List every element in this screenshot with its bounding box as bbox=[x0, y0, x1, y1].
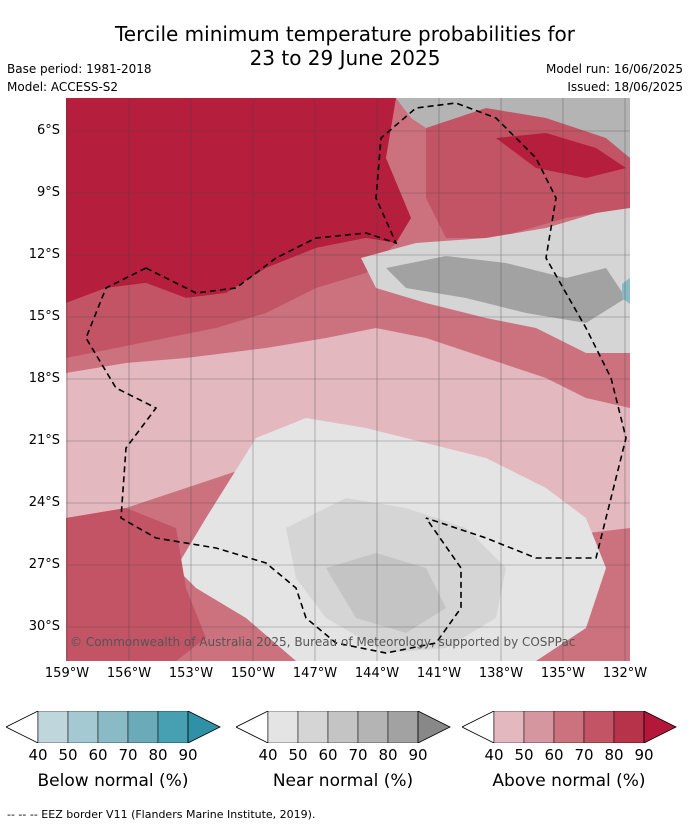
legend-bar-below bbox=[6, 711, 221, 743]
model-run: Model run: 16/06/2025 bbox=[545, 62, 683, 76]
legend-tick: 80 bbox=[148, 746, 168, 764]
legend-tick: 90 bbox=[634, 746, 654, 764]
legend-tick: 60 bbox=[544, 746, 564, 764]
meta-right: Model run: 16/06/2025 Issued: 18/06/2025 bbox=[546, 60, 683, 96]
region-above-sw bbox=[66, 508, 206, 661]
map-title: Tercile minimum temperature probabilitie… bbox=[0, 22, 690, 70]
x-tick: 141°W bbox=[416, 666, 462, 681]
legend-tick: 40 bbox=[258, 746, 278, 764]
x-tick: 135°W bbox=[540, 666, 586, 681]
copyright-text: © Commonwealth of Australia 2025, Bureau… bbox=[70, 635, 575, 649]
legend-tick: 90 bbox=[408, 746, 428, 764]
eez-border-north bbox=[145, 102, 627, 559]
gridlines bbox=[66, 98, 630, 661]
legend-bar-above bbox=[462, 711, 677, 743]
issued-date: Issued: 18/06/2025 bbox=[567, 80, 683, 94]
region-near-mid-dark bbox=[386, 256, 626, 323]
x-tick: 150°W bbox=[230, 666, 276, 681]
region-above-ne bbox=[426, 108, 630, 238]
legend-title-near: Near normal (%) bbox=[272, 771, 414, 791]
model-name: Model: ACCESS-S2 bbox=[7, 80, 119, 94]
y-tick: 15°S bbox=[28, 309, 60, 324]
legend-tick: 60 bbox=[318, 746, 338, 764]
region-above-70-80 bbox=[66, 238, 396, 358]
legend-title-above: Above normal (%) bbox=[492, 771, 646, 791]
legend-tick: 50 bbox=[58, 746, 78, 764]
legend-tick: 70 bbox=[118, 746, 138, 764]
region-above-80-90 bbox=[66, 98, 411, 303]
legend-tick: 40 bbox=[484, 746, 504, 764]
legend-tick: 50 bbox=[288, 746, 308, 764]
legend-tick: 50 bbox=[514, 746, 534, 764]
region-near-south-dark bbox=[326, 553, 446, 633]
legend-tick: 60 bbox=[88, 746, 108, 764]
region-near-top bbox=[396, 98, 630, 158]
y-tick: 27°S bbox=[28, 557, 60, 572]
region-below-patch bbox=[622, 278, 630, 304]
x-tick: 159°W bbox=[44, 666, 90, 681]
x-tick: 153°W bbox=[168, 666, 214, 681]
x-tick: 144°W bbox=[354, 666, 400, 681]
eez-footnote: -- -- -- EEZ border V11 (Flanders Marine… bbox=[7, 808, 316, 821]
title-line-2: 23 to 29 June 2025 bbox=[249, 46, 441, 70]
legend-tick: 40 bbox=[28, 746, 48, 764]
legend-tick: 80 bbox=[604, 746, 624, 764]
eez-border-south bbox=[85, 267, 462, 654]
x-tick: 156°W bbox=[106, 666, 152, 681]
y-tick: 30°S bbox=[28, 619, 60, 634]
base-period: Base period: 1981-2018 bbox=[7, 62, 152, 76]
title-line-1: Tercile minimum temperature probabilitie… bbox=[114, 22, 576, 46]
legend-tick: 90 bbox=[178, 746, 198, 764]
legend-tick: 80 bbox=[378, 746, 398, 764]
legend-tick: 70 bbox=[574, 746, 594, 764]
y-tick: 21°S bbox=[28, 433, 60, 448]
y-tick: 24°S bbox=[28, 495, 60, 510]
probability-map: © Commonwealth of Australia 2025, Bureau… bbox=[66, 98, 630, 661]
legend-tick: 70 bbox=[348, 746, 368, 764]
legend-title-below: Below normal (%) bbox=[37, 771, 189, 791]
y-tick: 6°S bbox=[36, 123, 60, 138]
y-tick: 9°S bbox=[36, 185, 60, 200]
x-tick: 132°W bbox=[602, 666, 648, 681]
region-above-ne-dark bbox=[496, 133, 626, 178]
meta-left: Base period: 1981-2018 Model: ACCESS-S2 bbox=[7, 60, 152, 96]
x-tick: 147°W bbox=[292, 666, 338, 681]
legend-bar-near bbox=[236, 711, 451, 743]
y-tick: 18°S bbox=[28, 371, 60, 386]
x-tick: 138°W bbox=[478, 666, 524, 681]
y-tick: 12°S bbox=[28, 247, 60, 262]
